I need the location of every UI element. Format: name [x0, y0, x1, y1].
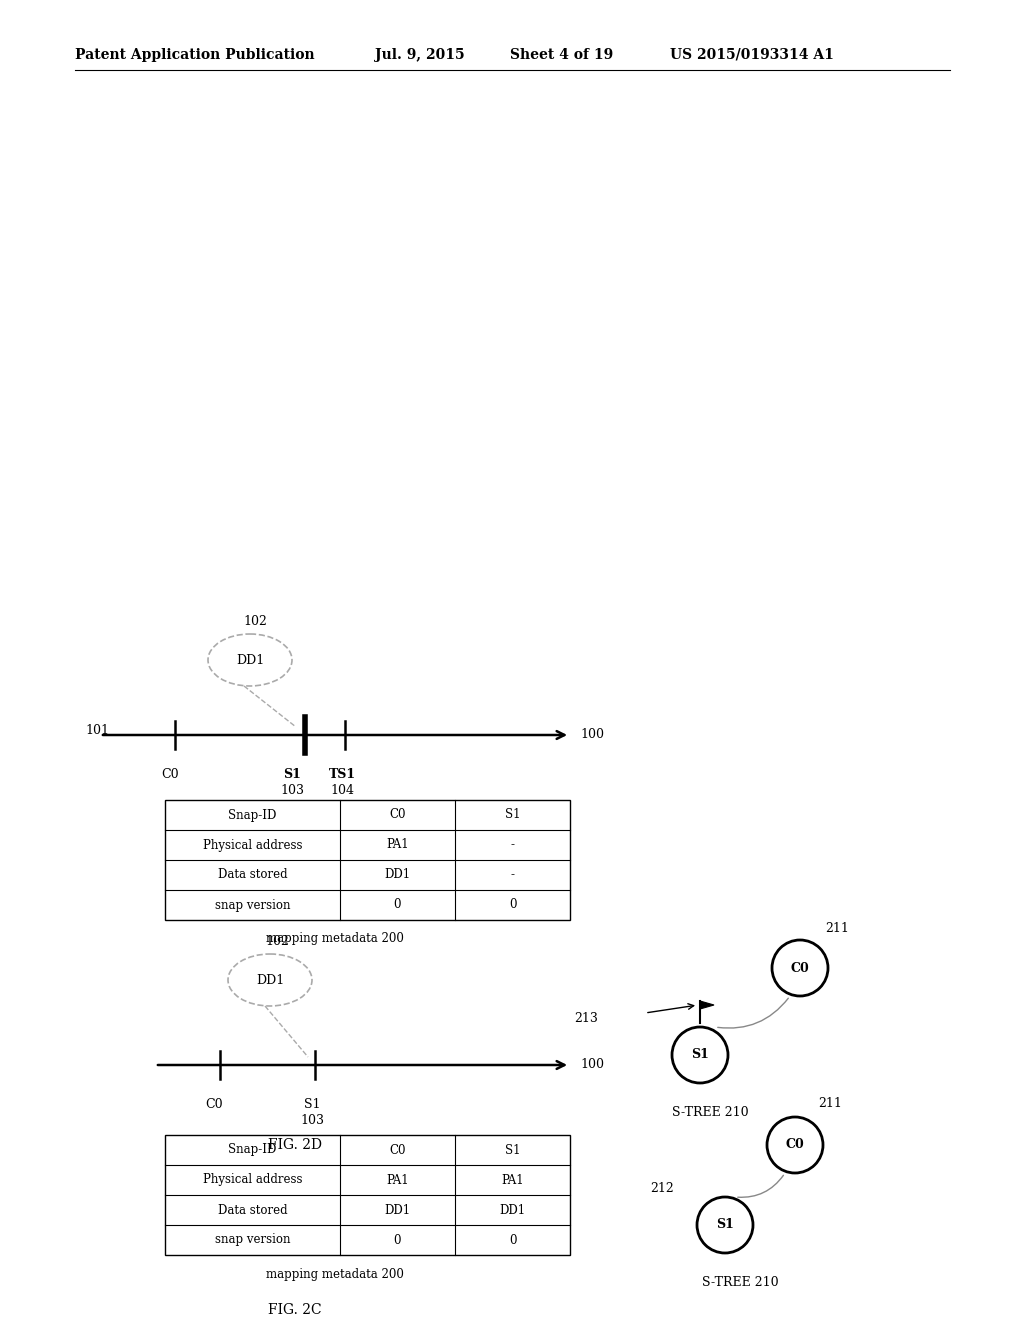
Text: C0: C0: [389, 1143, 406, 1156]
Text: S1: S1: [304, 1098, 321, 1111]
Text: US 2015/0193314 A1: US 2015/0193314 A1: [670, 48, 834, 62]
Text: Patent Application Publication: Patent Application Publication: [75, 48, 314, 62]
Text: 211: 211: [825, 921, 849, 935]
Text: Data stored: Data stored: [218, 869, 288, 882]
Text: 0: 0: [509, 1233, 516, 1246]
Text: snap version: snap version: [215, 899, 290, 912]
Text: TS1: TS1: [329, 768, 355, 781]
Text: Physical address: Physical address: [203, 1173, 302, 1187]
Text: DD1: DD1: [500, 1204, 525, 1217]
Text: S1: S1: [283, 768, 301, 781]
Text: S1: S1: [505, 808, 520, 821]
Text: Physical address: Physical address: [203, 838, 302, 851]
Text: 102: 102: [265, 935, 289, 948]
Text: PA1: PA1: [386, 1173, 409, 1187]
Text: mapping metadata 200: mapping metadata 200: [266, 1269, 403, 1280]
Text: 102: 102: [243, 615, 267, 628]
Text: 103: 103: [280, 784, 304, 797]
Text: 212: 212: [650, 1181, 674, 1195]
Text: mapping metadata 200: mapping metadata 200: [266, 932, 403, 945]
Text: C0: C0: [785, 1138, 805, 1151]
Text: Jul. 9, 2015: Jul. 9, 2015: [375, 48, 465, 62]
Text: C0: C0: [389, 808, 406, 821]
Text: PA1: PA1: [501, 1173, 524, 1187]
Text: DD1: DD1: [236, 653, 264, 667]
Text: -: -: [511, 869, 514, 882]
Text: 0: 0: [394, 899, 401, 912]
Text: 0: 0: [394, 1233, 401, 1246]
Text: DD1: DD1: [256, 974, 284, 986]
Text: 103: 103: [300, 1114, 324, 1127]
Text: 0: 0: [509, 899, 516, 912]
Text: 101: 101: [85, 723, 109, 737]
Text: S1: S1: [716, 1218, 734, 1232]
Text: 100: 100: [580, 729, 604, 742]
Text: S1: S1: [691, 1048, 709, 1061]
Text: Data stored: Data stored: [218, 1204, 288, 1217]
Text: C0: C0: [161, 768, 179, 781]
Text: 213: 213: [574, 1011, 598, 1024]
Text: DD1: DD1: [384, 869, 411, 882]
Text: C0: C0: [791, 961, 809, 974]
Text: FIG. 2D: FIG. 2D: [268, 1138, 322, 1152]
Text: C0: C0: [205, 1098, 223, 1111]
Text: 211: 211: [818, 1097, 842, 1110]
Text: Sheet 4 of 19: Sheet 4 of 19: [510, 48, 613, 62]
Bar: [165, 800, 570, 920]
Text: 104: 104: [330, 784, 354, 797]
Text: FIG. 2C: FIG. 2C: [268, 1303, 322, 1317]
Text: 100: 100: [580, 1059, 604, 1072]
Text: DD1: DD1: [384, 1204, 411, 1217]
Text: PA1: PA1: [386, 838, 409, 851]
Text: snap version: snap version: [215, 1233, 290, 1246]
Bar: [165, 1135, 570, 1255]
Text: Snap-ID: Snap-ID: [228, 808, 276, 821]
Text: S-TREE 210: S-TREE 210: [672, 1106, 749, 1119]
Text: -: -: [511, 838, 514, 851]
Text: S-TREE 210: S-TREE 210: [701, 1276, 778, 1290]
Text: S1: S1: [505, 1143, 520, 1156]
Polygon shape: [700, 1001, 714, 1008]
Text: Snap-ID: Snap-ID: [228, 1143, 276, 1156]
